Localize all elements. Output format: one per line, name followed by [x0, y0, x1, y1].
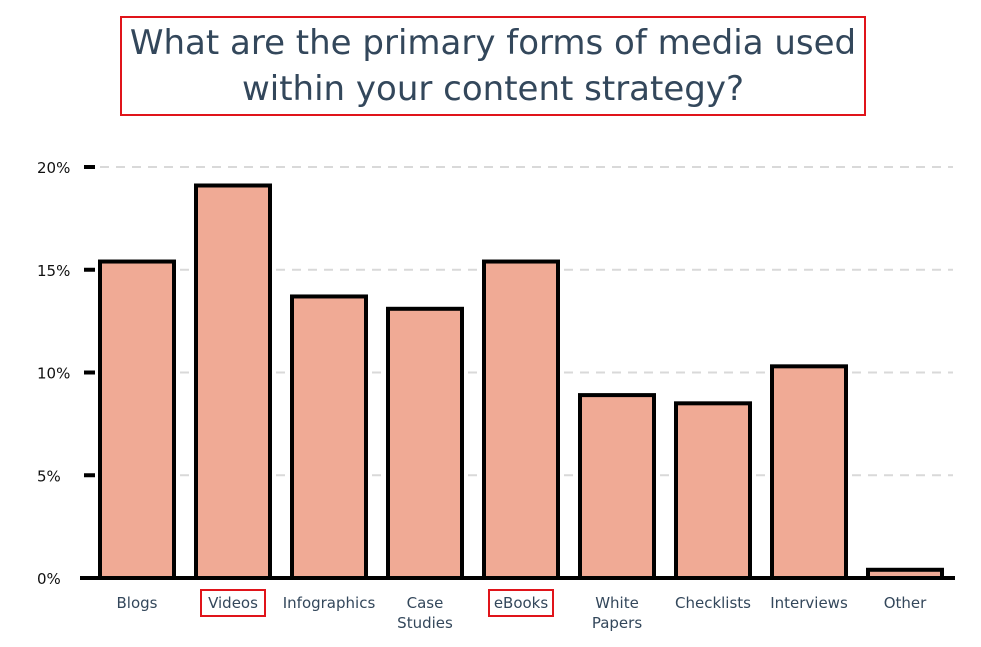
bar [770, 364, 848, 580]
title-box: What are the primary forms of media used… [120, 16, 866, 116]
bar [482, 259, 560, 580]
x-tick-label: Checklists [675, 594, 751, 612]
bar [674, 401, 752, 581]
x-tick-label: Other [884, 594, 927, 612]
y-axis: 0% 5% 10% 15% 20% [37, 159, 95, 588]
x-tick-label: White Papers [592, 594, 642, 632]
x-tick-label: eBooks [494, 594, 549, 612]
y-tick-label: 0% [37, 570, 61, 588]
x-tick-label: Infographics [283, 594, 376, 612]
chart-title: What are the primary forms of media used… [129, 23, 857, 109]
y-tick-label: 5% [37, 467, 61, 485]
x-axis-labels: Blogs Videos Infographics Case Studies eBooks… [117, 589, 927, 632]
bar [98, 259, 176, 580]
x-tick-label: Case Studies [397, 594, 453, 632]
y-tick-label: 20% [37, 159, 70, 177]
bar [194, 183, 272, 580]
bar [290, 294, 368, 580]
label-highlight-box [488, 589, 554, 617]
y-tick-label: 10% [37, 365, 70, 383]
label-highlight-box [200, 589, 266, 617]
x-tick-label: Videos [208, 594, 258, 612]
bars [98, 183, 944, 581]
y-tick-label: 15% [37, 262, 70, 280]
x-tick-label: Blogs [117, 594, 158, 612]
bar [386, 306, 464, 580]
x-tick-label: Interviews [770, 594, 848, 612]
bar [578, 393, 656, 581]
